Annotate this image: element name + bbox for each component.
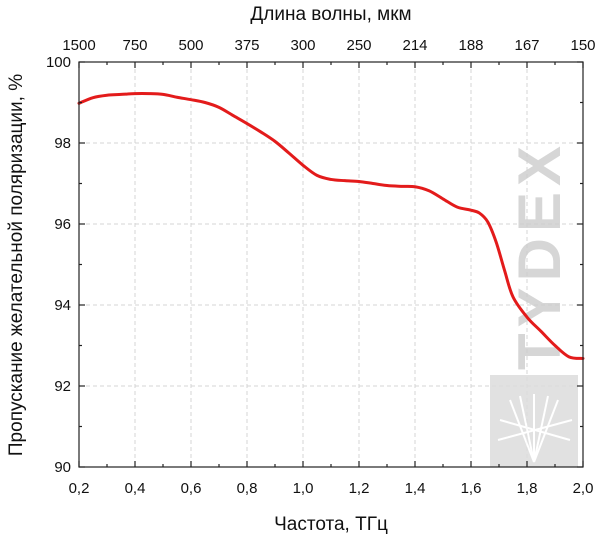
x2-tick-label: 188 — [458, 37, 483, 54]
x-tick-label: 1,4 — [405, 480, 426, 497]
watermark-text: TYDEX — [506, 140, 573, 370]
x-tick-label: 2,0 — [573, 480, 594, 497]
x2-tick-label: 167 — [514, 37, 539, 54]
y-tick-label: 90 — [54, 459, 71, 476]
x2-tick-label: 375 — [234, 37, 259, 54]
x2-tick-label: 750 — [122, 37, 147, 54]
series-line-0 — [77, 91, 585, 360]
y-tick-label: 92 — [54, 378, 71, 395]
y-tick-label: 94 — [54, 297, 71, 314]
x-axis-title: Частота, ТГц — [274, 514, 388, 535]
x2-tick-label: 500 — [178, 37, 203, 54]
y-tick-label: 98 — [54, 135, 71, 152]
ticks-layer — [78, 61, 584, 468]
x2-tick-label: 1500 — [62, 37, 95, 54]
x-tick-label: 0,2 — [69, 480, 90, 497]
x-tick-label: 1,2 — [349, 480, 370, 497]
x2-tick-label: 150 — [570, 37, 595, 54]
tick-labels-layer: 0,2 0,4 0,6 0,8 1,0 1,2 1,4 1,6 1,8 2,0 1500 750 500… — [46, 37, 596, 497]
series-layer — [77, 91, 585, 360]
y-tick-label: 96 — [54, 216, 71, 233]
x-tick-label: 0,6 — [181, 480, 202, 497]
x-tick-label: 0,8 — [237, 480, 258, 497]
x2-tick-label: 300 — [290, 37, 315, 54]
x-tick-label: 1,8 — [517, 480, 538, 497]
tydex-watermark-logo: TYDEX — [490, 140, 578, 467]
x2-tick-label: 250 — [346, 37, 371, 54]
top-axis-title: Длина волны, мкм — [250, 4, 411, 25]
x2-tick-label: 214 — [402, 37, 427, 54]
x-tick-label: 0,4 — [125, 480, 146, 497]
watermark-fan-icon — [497, 394, 573, 463]
y-axis-title: Пропускание желательной поляризации, % — [6, 74, 27, 456]
x-tick-label: 1,0 — [293, 480, 314, 497]
x-tick-label: 1,6 — [461, 480, 482, 497]
y-tick-label: 100 — [46, 54, 71, 71]
